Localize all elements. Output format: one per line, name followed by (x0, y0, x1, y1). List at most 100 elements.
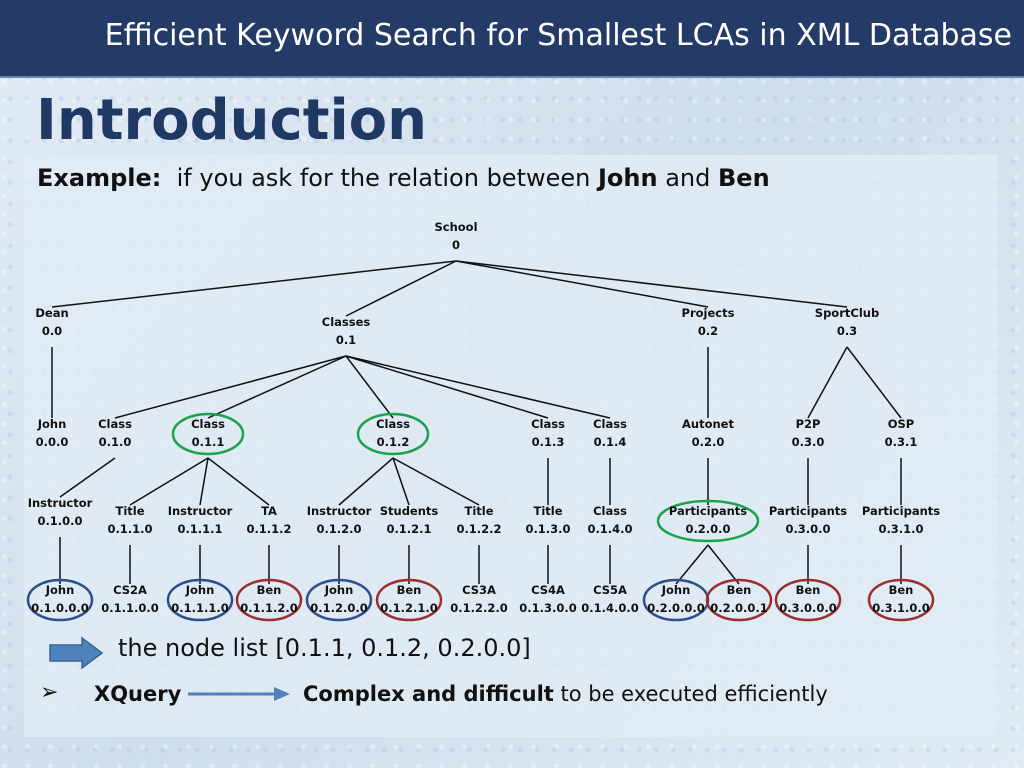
tree-edge (345, 355, 549, 419)
red-highlight-ellipse (867, 578, 935, 622)
tree-node-0-1-3-0-0: CS4A 0.1.3.0.0 (519, 583, 576, 615)
node-code: 0.0.0 (36, 435, 69, 449)
node-label: Class (531, 417, 565, 431)
node-label: Projects (682, 306, 735, 320)
node-label: John (185, 583, 215, 597)
tree-node-0-3-1-0: Participants 0.3.1.0 (862, 504, 940, 536)
node-code: 0.1.2.1.0 (380, 601, 437, 615)
node-code: 0 (452, 238, 460, 252)
tree-edge (207, 457, 270, 506)
complex-bold: Complex and difficult (303, 682, 554, 706)
node-label: CS4A (531, 583, 565, 597)
node-code: 0.1.4.0 (587, 522, 632, 536)
block-arrow-icon (49, 636, 104, 670)
node-label: Class (98, 417, 132, 431)
node-code: 0.1.2.0 (316, 522, 361, 536)
node-code: 0.1.2.1 (386, 522, 431, 536)
tree-node-0-3-0-0: Participants 0.3.0.0 (769, 504, 847, 536)
tree-edge (207, 355, 347, 419)
node-label: Ben (727, 583, 752, 597)
section-heading: Introduction (36, 88, 428, 153)
node-label: Autonet (682, 417, 734, 431)
red-highlight-ellipse (375, 578, 443, 622)
node-code: 0.1.1.1 (177, 522, 222, 536)
tree-node-0-1-4-0: Class 0.1.4.0 (587, 504, 632, 536)
tree-node-0-3-1: OSP 0.3.1 (885, 417, 918, 449)
right-arrow-icon (188, 687, 290, 701)
tree-edge (345, 260, 457, 317)
tree-edge (675, 544, 709, 585)
node-label: Instructor (168, 504, 233, 518)
node-label: John (37, 417, 67, 431)
tree-node-0-3: SportClub 0.3 (815, 306, 879, 338)
node-label: Ben (397, 583, 422, 597)
tree-edge (345, 355, 394, 419)
tree-node-0-1-1-0-0: CS2A 0.1.1.0.0 (101, 583, 158, 615)
example-name-john: John (597, 164, 658, 192)
node-code: 0.1.1.0.0 (101, 601, 158, 615)
node-code: 0.3.1 (885, 435, 918, 449)
tree-edge (455, 260, 848, 308)
node-code: 0.1.0.0 (37, 514, 82, 528)
node-label: John (324, 583, 354, 597)
tree-node-0-1-1-1: Instructor 0.1.1.1 (168, 504, 233, 536)
content-panel (24, 155, 998, 737)
node-label: Class (376, 417, 410, 431)
node-label: CS2A (113, 583, 147, 597)
tree-node-0-1-2-2: Title 0.1.2.2 (456, 504, 501, 536)
node-label: Participants (862, 504, 940, 518)
node-code: 0.1.2 (377, 435, 410, 449)
tree-node-0-0: Dean 0.0 (35, 306, 68, 338)
node-label: P2P (796, 417, 821, 431)
node-label: CS5A (593, 583, 627, 597)
example-line: Example: if you ask for the relation bet… (37, 164, 770, 192)
tree-node-0-1-2-1: Students 0.1.2.1 (380, 504, 439, 536)
node-code: 0.3.0.0 (785, 522, 830, 536)
xquery-label: XQuery (94, 682, 182, 706)
tree-node-0-3-0: P2P 0.3.0 (792, 417, 825, 449)
node-label: Ben (796, 583, 821, 597)
tree-node-0-2-0: Autonet 0.2.0 (682, 417, 734, 449)
tree-node-0-1-3-0: Title 0.1.3.0 (525, 504, 570, 536)
example-label: Example: (37, 164, 162, 192)
node-label: Title (115, 504, 144, 518)
red-highlight-ellipse (705, 578, 773, 622)
node-code: 0.1.4.0.0 (581, 601, 638, 615)
blue-highlight-ellipse (26, 578, 94, 622)
node-code: 0.1.1 (192, 435, 225, 449)
tree-node-0-1-0-0-0: John 0.1.0.0.0 (26, 578, 94, 622)
tree-node-0-1-2-2-0: CS3A 0.1.2.2.0 (450, 583, 507, 615)
node-code: 0.1.2.0.0 (310, 601, 367, 615)
tree-edge (114, 355, 347, 419)
node-code: 0.2.0 (692, 435, 725, 449)
node-label: Class (593, 504, 627, 518)
tree-node-0-1-1: Class 0.1.1 (171, 412, 245, 456)
tree-node-0-1-0-0: Instructor 0.1.0.0 (28, 496, 93, 528)
tree-node-0-1-4: Class 0.1.4 (593, 417, 627, 449)
node-code: 0.1.3.0 (525, 522, 570, 536)
node-label: Dean (35, 306, 68, 320)
node-label: John (45, 583, 75, 597)
node-label: OSP (888, 417, 915, 431)
node-code: 0.0 (42, 324, 62, 338)
node-code: 0.1.1.0 (107, 522, 152, 536)
tree-edge (392, 457, 410, 506)
tree-edge (129, 457, 209, 506)
complex-rest: to be executed efficiently (560, 682, 828, 706)
blue-highlight-ellipse (166, 578, 234, 622)
node-label: Ben (889, 583, 914, 597)
node-label: Instructor (28, 496, 93, 510)
node-code: 0.2 (698, 324, 718, 338)
node-code: 0.1.1.1.0 (171, 601, 228, 615)
node-code: 0.1.2.2 (456, 522, 501, 536)
title-bar: Efficient Keyword Search for Smallest LC… (0, 0, 1024, 78)
green-highlight-ellipse (356, 412, 430, 456)
node-code: 0.2.0.0.0 (647, 601, 704, 615)
node-label: Participants (669, 504, 747, 518)
tree-node-0-2-0-0-1: Ben 0.2.0.0.1 (705, 578, 773, 622)
node-code: 0.1.0 (99, 435, 132, 449)
node-code: 0.2.0.0 (685, 522, 730, 536)
node-label: Title (464, 504, 493, 518)
node-label: Participants (769, 504, 847, 518)
